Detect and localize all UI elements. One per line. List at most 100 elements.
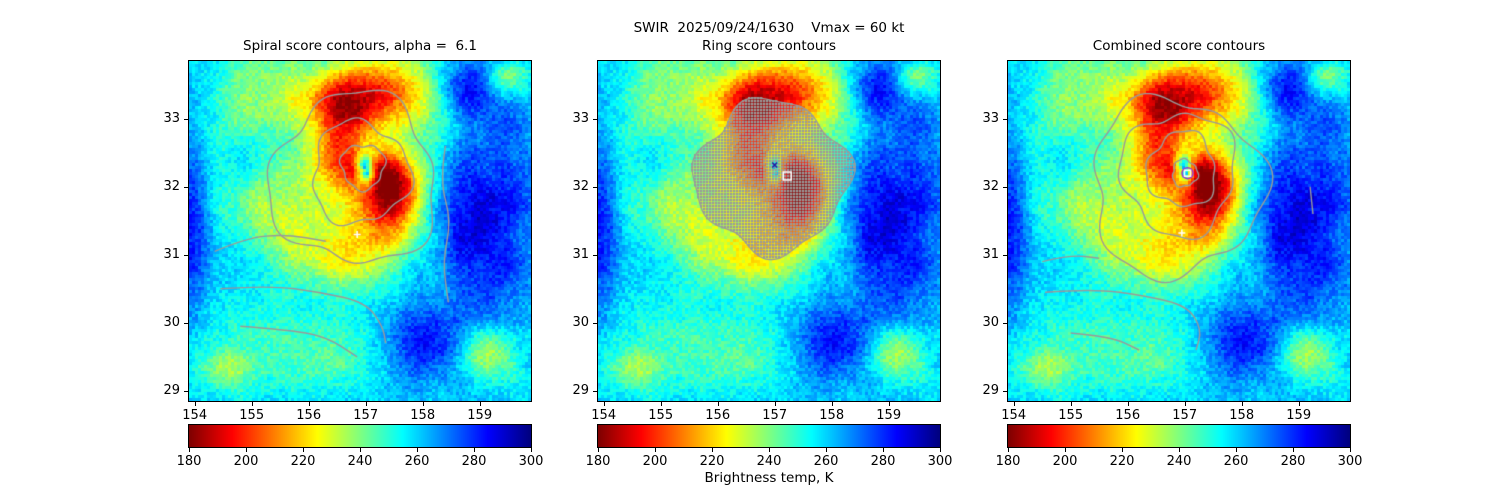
y-tick (1003, 118, 1007, 120)
colorbar-tick-label: 180 (585, 454, 611, 469)
colorbar-tick (531, 448, 532, 452)
x-tick-label: 158 (819, 408, 845, 423)
x-tick (1241, 402, 1243, 406)
colorbar-tick (598, 448, 599, 452)
ring-axes (597, 60, 941, 402)
y-tick (184, 322, 188, 324)
x-tick (1298, 402, 1300, 406)
y-tick (184, 118, 188, 120)
y-tick-label: 31 (163, 246, 180, 262)
y-tick-label: 30 (572, 314, 589, 330)
y-tick-label: 29 (163, 382, 180, 398)
combined-colorbar (1007, 424, 1351, 448)
colorbar-tick-label: 220 (290, 454, 316, 469)
x-tick (660, 402, 662, 406)
colorbar-tick (417, 448, 418, 452)
y-tick-label: 29 (982, 382, 999, 398)
x-tick (194, 402, 196, 406)
figure-suptitle: SWIR 2025/09/24/1630 Vmax = 60 kt (633, 20, 905, 36)
x-tick (422, 402, 424, 406)
colorbar-tick-label: 180 (176, 454, 202, 469)
y-tick (1003, 186, 1007, 188)
x-tick-label: 159 (1286, 408, 1312, 423)
y-tick-label: 30 (163, 314, 180, 330)
y-tick (184, 186, 188, 188)
x-tick (888, 402, 890, 406)
colorbar-tick-label: 280 (461, 454, 487, 469)
y-tick-label: 32 (163, 178, 180, 194)
spiral-heatmap-canvas (189, 61, 531, 401)
x-tick (603, 402, 605, 406)
colorbar-tick-label: 220 (1109, 454, 1135, 469)
x-tick-label: 155 (1058, 408, 1084, 423)
y-tick-label: 32 (572, 178, 589, 194)
colorbar-tick (883, 448, 884, 452)
y-tick (184, 390, 188, 392)
ring-heatmap-canvas (598, 61, 940, 401)
x-tick-label: 159 (467, 408, 493, 423)
x-tick-label: 154 (182, 408, 208, 423)
ring-colorbar (597, 424, 941, 448)
x-tick (251, 402, 253, 406)
x-tick (1127, 402, 1129, 406)
colorbar-tick (940, 448, 941, 452)
y-tick (593, 254, 597, 256)
x-tick-label: 159 (876, 408, 902, 423)
colorbar-label: Brightness temp, K (704, 470, 834, 486)
y-tick-label: 33 (982, 110, 999, 126)
colorbar-tick-label: 240 (756, 454, 782, 469)
y-tick (593, 390, 597, 392)
y-tick (184, 254, 188, 256)
y-tick (593, 186, 597, 188)
colorbar-tick-label: 200 (642, 454, 668, 469)
x-tick (365, 402, 367, 406)
colorbar-tick-label: 200 (233, 454, 259, 469)
colorbar-tick (474, 448, 475, 452)
ring-panel-title: Ring score contours (701, 38, 837, 54)
colorbar-tick-label: 260 (813, 454, 839, 469)
spiral-colorbar-canvas (189, 425, 531, 447)
y-tick (593, 118, 597, 120)
x-tick (774, 402, 776, 406)
y-tick (1003, 322, 1007, 324)
combined-panel-title: Combined score contours (1092, 38, 1266, 54)
colorbar-tick-label: 240 (1166, 454, 1192, 469)
colorbar-tick (826, 448, 827, 452)
colorbar-tick (655, 448, 656, 452)
x-tick-label: 158 (410, 408, 436, 423)
colorbar-tick (769, 448, 770, 452)
x-tick (479, 402, 481, 406)
colorbar-tick (1065, 448, 1066, 452)
x-tick (717, 402, 719, 406)
colorbar-tick-label: 200 (1052, 454, 1078, 469)
spiral-panel-title: Spiral score contours, alpha = 6.1 (243, 38, 477, 54)
colorbar-tick-label: 280 (1280, 454, 1306, 469)
x-tick (1070, 402, 1072, 406)
colorbar-tick (1293, 448, 1294, 452)
y-tick-label: 30 (982, 314, 999, 330)
colorbar-tick (1008, 448, 1009, 452)
y-tick-label: 31 (572, 246, 589, 262)
x-tick-label: 156 (296, 408, 322, 423)
colorbar-tick-label: 260 (404, 454, 430, 469)
y-tick-label: 33 (163, 110, 180, 126)
x-tick-label: 157 (353, 408, 379, 423)
y-tick-label: 29 (572, 382, 589, 398)
y-tick (1003, 390, 1007, 392)
colorbar-tick-label: 300 (518, 454, 544, 469)
colorbar-tick (1350, 448, 1351, 452)
x-tick-label: 155 (239, 408, 265, 423)
y-tick-label: 32 (982, 178, 999, 194)
colorbar-tick-label: 180 (995, 454, 1021, 469)
colorbar-tick (1122, 448, 1123, 452)
x-tick-label: 158 (1229, 408, 1255, 423)
y-tick (593, 322, 597, 324)
colorbar-tick-label: 220 (699, 454, 725, 469)
spiral-axes (188, 60, 532, 402)
colorbar-tick-label: 280 (870, 454, 896, 469)
colorbar-tick (303, 448, 304, 452)
y-tick (1003, 254, 1007, 256)
x-tick-label: 155 (648, 408, 674, 423)
x-tick (831, 402, 833, 406)
